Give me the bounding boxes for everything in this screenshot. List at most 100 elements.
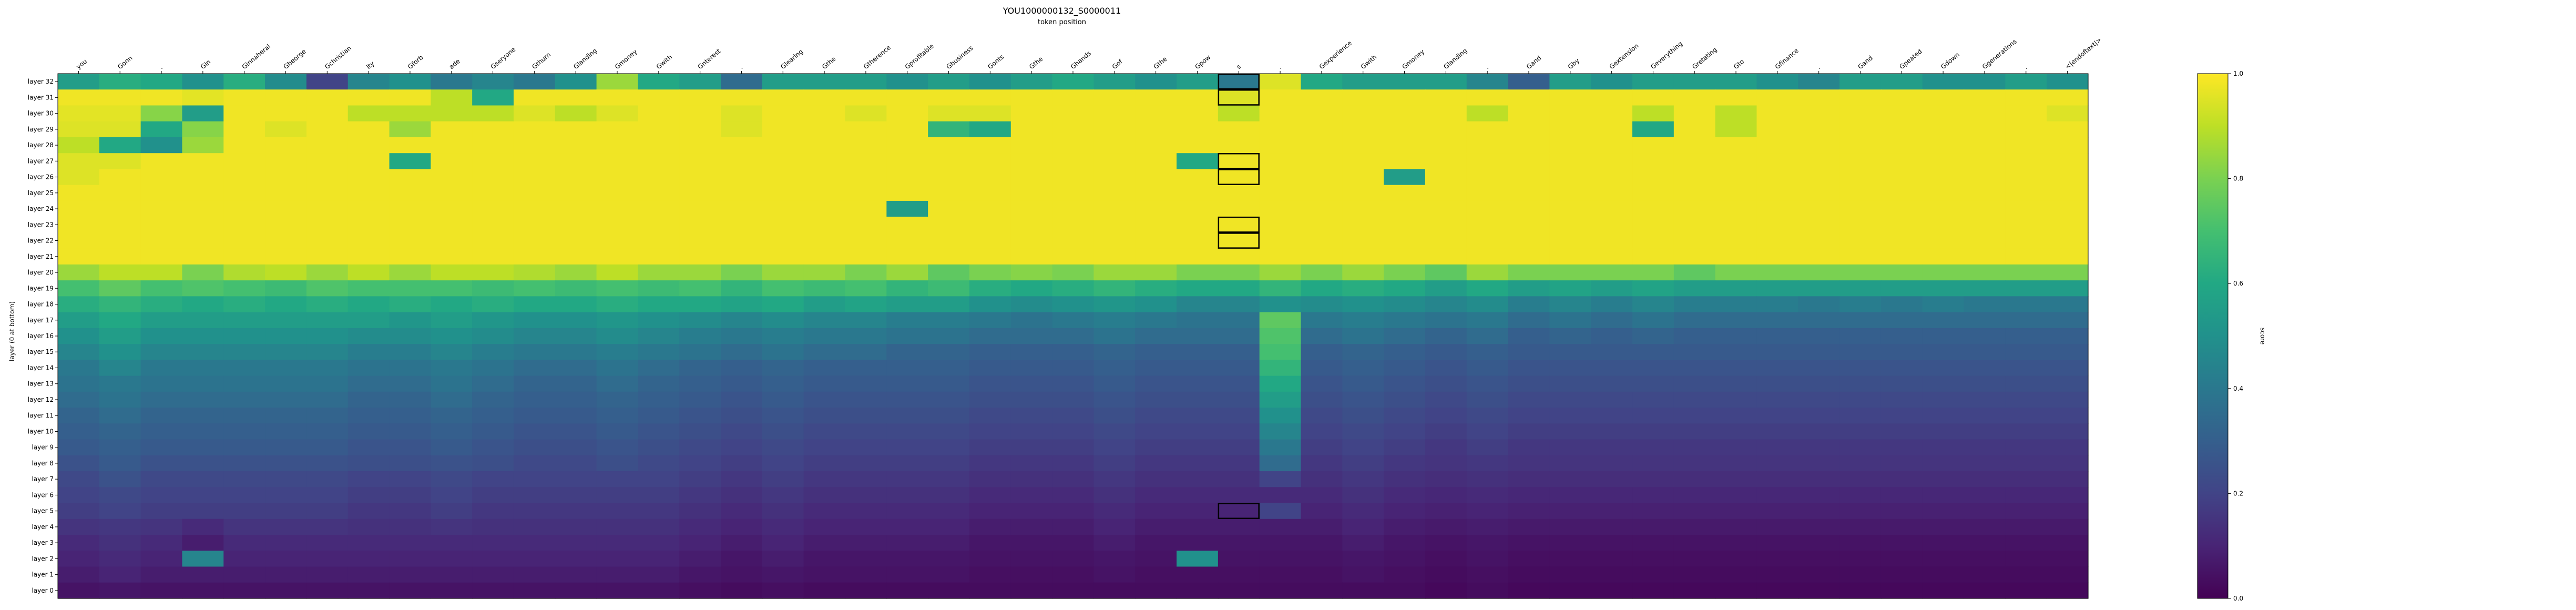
x-tick-label: . <box>2022 64 2029 70</box>
heatmap-cell <box>58 264 100 281</box>
heatmap-cell <box>265 391 307 408</box>
heatmap-cell <box>1591 137 1633 154</box>
heatmap-cell <box>679 264 721 281</box>
heatmap-cell <box>1756 137 1798 154</box>
heatmap-cell <box>721 408 763 424</box>
heatmap-cell <box>347 391 390 408</box>
heatmap-cell <box>845 439 887 456</box>
heatmap-cell <box>472 200 514 217</box>
heatmap-cell <box>99 408 141 424</box>
heatmap-cell <box>721 551 763 567</box>
y-tick-label: layer 31 <box>28 94 54 101</box>
heatmap-cell <box>99 200 141 217</box>
heatmap-cell <box>1508 408 1550 424</box>
heatmap-cell <box>306 439 349 456</box>
heatmap-cell <box>1301 391 1343 408</box>
heatmap-cell <box>389 312 431 329</box>
heatmap-cell <box>1425 375 1467 392</box>
heatmap-cell <box>389 360 431 377</box>
heatmap-cell <box>886 471 928 487</box>
heatmap-cell <box>555 360 597 377</box>
heatmap-cell <box>347 121 390 138</box>
heatmap-cell <box>1425 105 1467 122</box>
heatmap-cell <box>1798 360 1840 377</box>
heatmap-cell <box>1673 185 1716 201</box>
heatmap-cell <box>1591 582 1633 599</box>
heatmap-cell <box>1218 153 1260 170</box>
heatmap-cell <box>969 105 1011 122</box>
heatmap-cell <box>1301 360 1343 377</box>
heatmap-cell <box>803 455 846 472</box>
heatmap-cell <box>1798 551 1840 567</box>
heatmap-cell <box>1301 439 1343 456</box>
heatmap-cell <box>140 296 183 313</box>
heatmap-cell <box>928 200 970 217</box>
heatmap-cell <box>845 137 887 154</box>
heatmap-cell <box>1218 518 1260 535</box>
heatmap-cell <box>1384 455 1426 472</box>
heatmap-cell <box>1093 535 1136 551</box>
heatmap-cell <box>638 169 680 186</box>
heatmap-cell <box>1259 423 1302 440</box>
heatmap-cell <box>182 375 224 392</box>
heatmap-cell <box>472 74 514 90</box>
heatmap-cell <box>1591 153 1633 170</box>
heatmap-cell <box>347 344 390 360</box>
heatmap-cell <box>223 471 265 487</box>
heatmap-cell <box>389 487 431 504</box>
heatmap-cell <box>1010 296 1053 313</box>
heatmap-cell <box>1839 105 1882 122</box>
heatmap-cell <box>928 74 970 90</box>
heatmap-cell <box>928 280 970 297</box>
heatmap-cell <box>886 408 928 424</box>
heatmap-cell <box>1756 408 1798 424</box>
heatmap-cell <box>58 248 100 265</box>
heatmap-cell <box>1052 153 1095 170</box>
heatmap-cell <box>638 200 680 217</box>
heatmap-cell <box>1218 503 1260 520</box>
heatmap-cell <box>1466 566 1509 583</box>
heatmap-cell <box>1880 391 1923 408</box>
heatmap-cell <box>1798 89 1840 106</box>
heatmap-cell <box>389 296 431 313</box>
heatmap-cell <box>431 503 473 520</box>
heatmap-cell <box>1384 408 1426 424</box>
heatmap-cell <box>1425 312 1467 329</box>
heatmap-cell <box>223 105 265 122</box>
heatmap-cell <box>513 375 556 392</box>
heatmap-cell <box>1673 89 1716 106</box>
heatmap-cell <box>886 280 928 297</box>
heatmap-cell <box>1135 375 1177 392</box>
heatmap-cell <box>638 551 680 567</box>
heatmap-cell <box>596 518 639 535</box>
heatmap-cell <box>140 137 183 154</box>
y-tick-label: layer 19 <box>28 284 54 292</box>
heatmap-cell <box>1508 280 1550 297</box>
heatmap-cell <box>58 74 100 90</box>
heatmap-cell <box>1632 582 1674 599</box>
heatmap-cell <box>803 312 846 329</box>
heatmap-cell <box>1715 582 1757 599</box>
heatmap-cell <box>679 518 721 535</box>
heatmap-cell <box>431 455 473 472</box>
heatmap-cell <box>555 518 597 535</box>
heatmap-cell <box>928 455 970 472</box>
heatmap-cell <box>265 375 307 392</box>
heatmap-cell <box>679 169 721 186</box>
heatmap-cell <box>762 232 804 249</box>
heatmap-cell <box>1342 137 1384 154</box>
heatmap-cell <box>1135 200 1177 217</box>
heatmap-cell <box>1052 408 1095 424</box>
heatmap-cell <box>886 423 928 440</box>
heatmap-cell <box>928 328 970 344</box>
heatmap-cell <box>1218 375 1260 392</box>
heatmap-cell <box>1591 375 1633 392</box>
heatmap-cell <box>1052 264 1095 281</box>
heatmap-cell <box>886 344 928 360</box>
heatmap-cell <box>721 471 763 487</box>
heatmap-cell <box>1384 217 1426 233</box>
heatmap-cell <box>1218 408 1260 424</box>
heatmap-cell <box>58 503 100 520</box>
heatmap-cell <box>1218 296 1260 313</box>
heatmap-cell <box>803 185 846 201</box>
